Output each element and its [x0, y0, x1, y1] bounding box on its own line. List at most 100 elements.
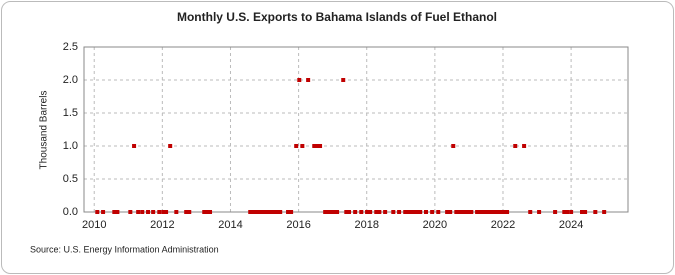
point: [569, 210, 574, 214]
y-tick-label: 0.5: [63, 173, 78, 185]
point: [365, 210, 370, 214]
point: [312, 144, 317, 148]
point: [359, 210, 364, 214]
y-tick-label: 1.5: [63, 107, 78, 119]
point: [412, 210, 417, 214]
point: [95, 210, 100, 214]
x-tick-label: 2022: [491, 219, 515, 231]
point: [300, 144, 305, 148]
chart-title: Monthly U.S. Exports to Bahama Islands o…: [177, 10, 497, 24]
point: [132, 144, 137, 148]
y-tick-label: 2.5: [63, 41, 78, 53]
x-tick-label: 2014: [218, 219, 242, 231]
point: [184, 210, 189, 214]
point: [502, 210, 507, 214]
point: [377, 210, 382, 214]
point: [347, 210, 352, 214]
point: [278, 210, 283, 214]
point: [460, 210, 465, 214]
point: [436, 210, 441, 214]
point: [101, 210, 106, 214]
x-tick-label: 2016: [286, 219, 310, 231]
point: [289, 210, 294, 214]
point: [475, 210, 480, 214]
point: [286, 210, 291, 214]
point: [161, 210, 166, 214]
point: [269, 210, 274, 214]
point: [318, 144, 323, 148]
point: [430, 210, 435, 214]
point: [481, 210, 486, 214]
y-axis-label: Thousand Barrels: [39, 91, 50, 170]
point: [275, 210, 280, 214]
point: [353, 210, 358, 214]
y-tick-label: 2.0: [63, 74, 78, 86]
point: [562, 210, 567, 214]
point: [335, 210, 340, 214]
y-tick-label: 0.0: [63, 206, 78, 218]
point: [487, 210, 492, 214]
point: [306, 78, 311, 82]
source-note: Source: U.S. Energy Information Administ…: [30, 244, 219, 254]
point: [297, 78, 302, 82]
x-tick-label: 2018: [354, 219, 378, 231]
point: [112, 210, 117, 214]
point: [397, 210, 402, 214]
point: [151, 210, 156, 214]
point: [136, 210, 141, 214]
point: [424, 210, 429, 214]
point: [553, 210, 558, 214]
point: [537, 210, 542, 214]
point: [260, 210, 265, 214]
point: [272, 210, 277, 214]
point: [522, 144, 527, 148]
point: [254, 210, 259, 214]
point: [263, 210, 268, 214]
point: [496, 210, 501, 214]
point: [493, 210, 498, 214]
point: [448, 210, 453, 214]
point: [383, 210, 388, 214]
point: [457, 210, 462, 214]
point: [580, 210, 585, 214]
point: [266, 210, 271, 214]
point: [415, 210, 420, 214]
point: [323, 210, 328, 214]
point: [505, 210, 510, 214]
point: [463, 210, 468, 214]
point: [454, 210, 459, 214]
point: [499, 210, 504, 214]
point: [344, 210, 349, 214]
point: [140, 210, 145, 214]
y-tick-label: 1.0: [63, 140, 78, 152]
point: [332, 210, 337, 214]
point: [174, 210, 179, 214]
point: [128, 210, 133, 214]
point: [466, 210, 471, 214]
point: [164, 210, 169, 214]
point: [251, 210, 256, 214]
point: [202, 210, 207, 214]
point: [329, 210, 334, 214]
point: [157, 210, 162, 214]
point: [445, 210, 450, 214]
point: [315, 144, 320, 148]
point: [583, 210, 588, 214]
point: [146, 210, 151, 214]
x-tick-label: 2024: [559, 219, 583, 231]
point: [602, 210, 607, 214]
x-tick-label: 2020: [423, 219, 447, 231]
point: [374, 210, 379, 214]
point: [257, 210, 262, 214]
point: [484, 210, 489, 214]
point: [368, 210, 373, 214]
point: [478, 210, 483, 214]
point: [341, 78, 346, 82]
point: [391, 210, 396, 214]
x-tick-label: 2010: [82, 219, 106, 231]
point: [168, 144, 173, 148]
x-tick-label: 2012: [150, 219, 174, 231]
point: [409, 210, 414, 214]
point: [187, 210, 192, 214]
